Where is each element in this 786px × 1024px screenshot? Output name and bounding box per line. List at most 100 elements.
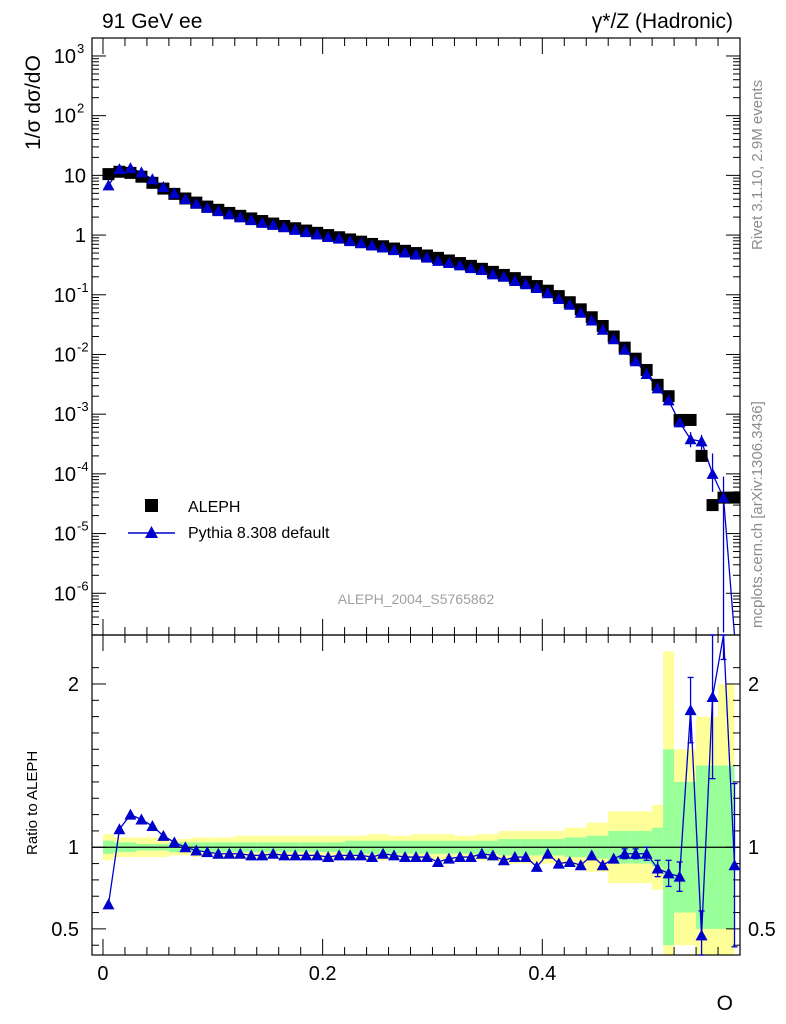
ratio-point xyxy=(552,857,565,869)
ratio-point xyxy=(256,849,269,861)
pythia-point xyxy=(113,163,126,175)
pythia-point xyxy=(322,230,335,242)
y-tick-label: 1 xyxy=(75,225,86,247)
pythia-point xyxy=(519,278,532,290)
pythia-point xyxy=(662,394,675,406)
y-tick-exponent: -4 xyxy=(77,459,89,474)
ratio-point xyxy=(651,862,664,874)
ratio-point xyxy=(574,859,587,871)
pythia-point xyxy=(530,281,543,293)
x-tick-label: 0 xyxy=(97,963,108,985)
aleph-point xyxy=(706,499,719,512)
legend-aleph-label: ALEPH xyxy=(188,499,240,516)
pythia-point xyxy=(431,254,444,266)
legend-pythia-marker xyxy=(145,526,158,538)
pythia-point xyxy=(388,244,401,256)
pythia-point xyxy=(640,368,653,380)
header-right: γ*/Z (Hadronic) xyxy=(592,10,733,33)
y-tick-label: 10 xyxy=(54,583,76,605)
pythia-point xyxy=(124,162,137,174)
ratio-point xyxy=(201,846,214,858)
ratio-point xyxy=(596,859,609,871)
ratio-point xyxy=(113,823,126,835)
y-tick-label: 10 xyxy=(54,46,76,68)
legend: ALEPH Pythia 8.308 default xyxy=(128,499,330,542)
pythia-point xyxy=(102,179,115,191)
pythia-point xyxy=(366,239,379,251)
pythia-point xyxy=(355,237,368,249)
pythia-point xyxy=(168,187,181,199)
pythia-point xyxy=(585,314,598,326)
pythia-point xyxy=(267,218,280,230)
pythia-point xyxy=(673,416,686,428)
ratio-point xyxy=(563,855,576,867)
header-left: 91 GeV ee xyxy=(102,10,202,33)
y-tick-exponent: -6 xyxy=(77,578,89,593)
ratio-point xyxy=(190,844,203,856)
pythia-point xyxy=(684,433,697,445)
pythia-point xyxy=(157,180,170,192)
pythia-point xyxy=(695,435,708,447)
pythia-point xyxy=(651,382,664,394)
ratio-point xyxy=(245,849,258,861)
pythia-point xyxy=(245,214,258,226)
pythia-point xyxy=(223,208,236,220)
y-tick-exponent: 3 xyxy=(77,41,84,56)
ratio-point xyxy=(157,829,170,841)
y-tick-exponent: -3 xyxy=(77,399,89,414)
y-tick-exponent: 2 xyxy=(77,101,84,116)
main-ylabel: 1/σ dσ/dO xyxy=(22,55,45,150)
ratio-point xyxy=(179,841,192,853)
ratio-point xyxy=(311,849,324,861)
ratio-point xyxy=(695,929,708,941)
ratio-panel: 0 0.2 0.4 0.5 0.5 1 1 2 2 xyxy=(51,634,776,985)
analysis-watermark: ALEPH_2004_S5765862 xyxy=(338,591,495,607)
ratio-point xyxy=(355,849,368,861)
pythia-point xyxy=(574,306,587,318)
pythia-point xyxy=(146,173,159,185)
y-tick-label: 10 xyxy=(54,344,76,366)
ratio-point xyxy=(333,849,346,861)
pythia-point xyxy=(475,263,488,275)
ratio-point xyxy=(267,847,280,859)
pythia-line xyxy=(107,167,736,636)
ratio-point xyxy=(223,847,236,859)
ratio-point xyxy=(278,849,291,861)
x-axis-label: O xyxy=(717,992,733,1015)
ratio-y-tick-label-right: 0.5 xyxy=(748,919,776,941)
ratio-line xyxy=(107,634,736,936)
pythia-point xyxy=(618,343,631,355)
ratio-y-tick-label: 0.5 xyxy=(51,919,79,941)
ratio-point xyxy=(464,851,477,863)
legend-aleph-marker xyxy=(145,499,158,512)
y-tick-label: 10 xyxy=(54,464,76,486)
y-tick-exponent: -2 xyxy=(77,339,89,354)
ratio-point xyxy=(234,847,247,859)
x-tick-label: 0.2 xyxy=(309,963,337,985)
ratio-point xyxy=(640,847,653,859)
ratio-point xyxy=(442,852,455,864)
pythia-point xyxy=(234,211,247,223)
ratio-point xyxy=(146,820,159,832)
ratio-point xyxy=(124,808,137,820)
ratio-point xyxy=(486,849,499,861)
ratio-point xyxy=(135,813,148,825)
ratio-point xyxy=(706,691,719,703)
ratio-point xyxy=(168,836,181,848)
ratio-point xyxy=(607,852,620,864)
pythia-point xyxy=(497,270,510,282)
pythia-point xyxy=(442,257,455,269)
pythia-point xyxy=(212,205,225,217)
pythia-point xyxy=(179,193,192,205)
pythia-point xyxy=(278,221,291,233)
pythia-point xyxy=(508,275,521,287)
ratio-point xyxy=(344,849,357,861)
ratio-point xyxy=(541,847,554,859)
y-tick-exponent: -5 xyxy=(77,519,89,534)
ratio-point xyxy=(431,855,444,867)
pythia-point xyxy=(607,333,620,345)
legend-pythia-label: Pythia 8.308 default xyxy=(188,525,330,542)
ratio-point xyxy=(508,851,521,863)
pythia-point xyxy=(289,223,302,235)
pythia-point xyxy=(333,232,346,244)
